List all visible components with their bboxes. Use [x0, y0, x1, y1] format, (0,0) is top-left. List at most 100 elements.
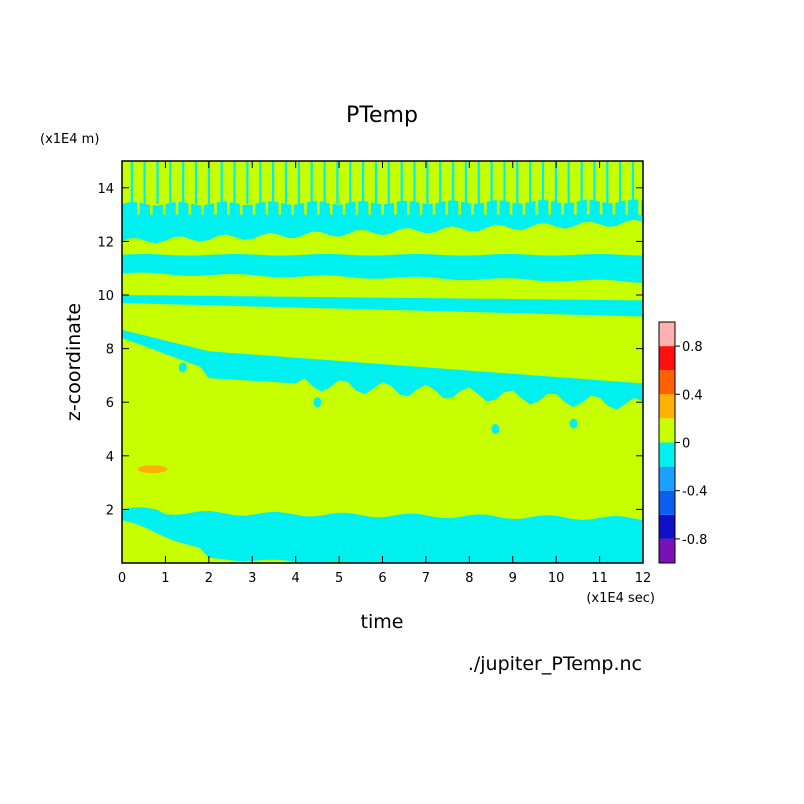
yellow-striation	[368, 193, 371, 215]
cyan-striation	[554, 161, 557, 204]
y-tick-label: 14	[97, 182, 114, 197]
yellow-striation	[638, 193, 641, 215]
x-tick-label: 0	[118, 571, 126, 586]
x-axis-label: time	[361, 611, 404, 633]
yellow-striation	[342, 193, 346, 215]
colorbar-segment	[659, 322, 675, 347]
yellow-striation	[239, 193, 243, 215]
cyan-band-1	[122, 507, 643, 563]
cyan-striation	[143, 161, 146, 204]
yellow-striation	[625, 193, 629, 215]
cyan-striation	[169, 161, 172, 204]
cyan-striation	[207, 161, 210, 204]
yellow-striation	[188, 193, 192, 215]
cyan-striation	[374, 161, 378, 204]
yellow-striation	[535, 193, 539, 215]
cyan-band-7	[122, 329, 643, 410]
cyan-striation	[284, 161, 288, 204]
yellow-striation	[574, 193, 577, 215]
cyan-band-9	[122, 295, 643, 317]
cyan-striation	[349, 161, 352, 204]
cyan-blob	[569, 418, 578, 429]
cyan-striation	[413, 161, 416, 204]
cyan-striation	[387, 161, 390, 204]
cyan-striation	[323, 161, 326, 204]
cyan-striation	[400, 161, 403, 204]
yellow-striation	[496, 193, 500, 215]
cyan-band-upper	[122, 199, 643, 244]
x-tick-label: 12	[635, 571, 652, 586]
cyan-striation	[426, 161, 429, 204]
colorbar-tick-label: 0	[682, 437, 690, 452]
yellow-striation	[201, 193, 204, 215]
colorbar-segment	[659, 418, 675, 443]
yellow-striation	[355, 193, 359, 215]
x-tick-label: 3	[248, 571, 256, 586]
cyan-striation	[130, 161, 133, 204]
yellow-striation	[162, 193, 166, 215]
yellow-striation	[548, 193, 551, 215]
yellow-striation	[612, 193, 616, 215]
yellow-striation	[227, 193, 230, 215]
orange-patch	[137, 465, 168, 474]
x-tick-label: 6	[378, 571, 386, 586]
cyan-striation	[516, 161, 519, 204]
yellow-striation	[304, 193, 307, 215]
cyan-blob	[313, 397, 322, 408]
y-tick-label: 10	[97, 289, 114, 304]
plot-area	[122, 161, 643, 563]
cyan-striation	[336, 161, 339, 204]
yellow-striation	[407, 193, 410, 215]
yellow-striation	[291, 193, 294, 215]
yellow-striation	[278, 193, 282, 215]
yellow-striation	[175, 193, 179, 215]
x-axis: 0 1 2 3 4 5 6 7 8 9 10 11 12	[118, 161, 651, 586]
cyan-striation	[362, 161, 365, 204]
cyan-band-11	[122, 254, 643, 283]
cyan-striation	[631, 161, 635, 204]
yellow-striation	[561, 193, 564, 215]
cyan-striation	[439, 161, 442, 204]
yellow-striation	[586, 193, 590, 215]
y-unit-label: (x1E4 m)	[40, 132, 99, 147]
colorbar-segment	[659, 514, 675, 539]
cyan-striation	[194, 161, 198, 204]
cyan-striation	[259, 161, 262, 204]
cyan-striation	[580, 161, 583, 204]
cyan-striation	[297, 161, 300, 204]
colorbar-segment	[659, 394, 675, 419]
yellow-striation	[394, 193, 397, 215]
y-tick-label: 8	[106, 343, 114, 358]
cyan-striation	[503, 161, 506, 204]
cyan-striation	[233, 161, 236, 204]
yellow-striation	[317, 193, 320, 215]
cyan-striation	[606, 161, 609, 204]
y-axis-label: z-coordinate	[63, 303, 85, 421]
y-tick-label: 12	[97, 235, 114, 250]
y-tick-label: 4	[106, 450, 114, 465]
y-tick-label: 6	[106, 396, 114, 411]
yellow-striation	[458, 193, 461, 215]
yellow-striation	[522, 193, 526, 215]
x-unit-label: (x1E4 sec)	[586, 591, 655, 606]
x-tick-label: 8	[465, 571, 473, 586]
colorbar-tick-label: -0.4	[682, 485, 707, 500]
yellow-striation	[252, 193, 256, 215]
cyan-striation	[310, 161, 313, 204]
cyan-striation	[593, 161, 596, 204]
x-tick-label: 1	[161, 571, 169, 586]
colorbar-segment	[659, 466, 675, 491]
cyan-striation	[464, 161, 467, 204]
yellow-striation	[329, 193, 333, 215]
x-tick-label: 7	[422, 571, 430, 586]
cyan-striation	[246, 161, 249, 204]
yellow-striation	[599, 193, 603, 215]
colorbar: 0.8 0.4 0 -0.4 -0.8	[658, 321, 707, 564]
yellow-striation	[150, 193, 153, 215]
yellow-striation	[445, 193, 449, 215]
cyan-blob	[491, 424, 500, 434]
cyan-blob	[178, 362, 187, 373]
x-tick-label: 5	[335, 571, 343, 586]
yellow-striation	[214, 193, 217, 215]
